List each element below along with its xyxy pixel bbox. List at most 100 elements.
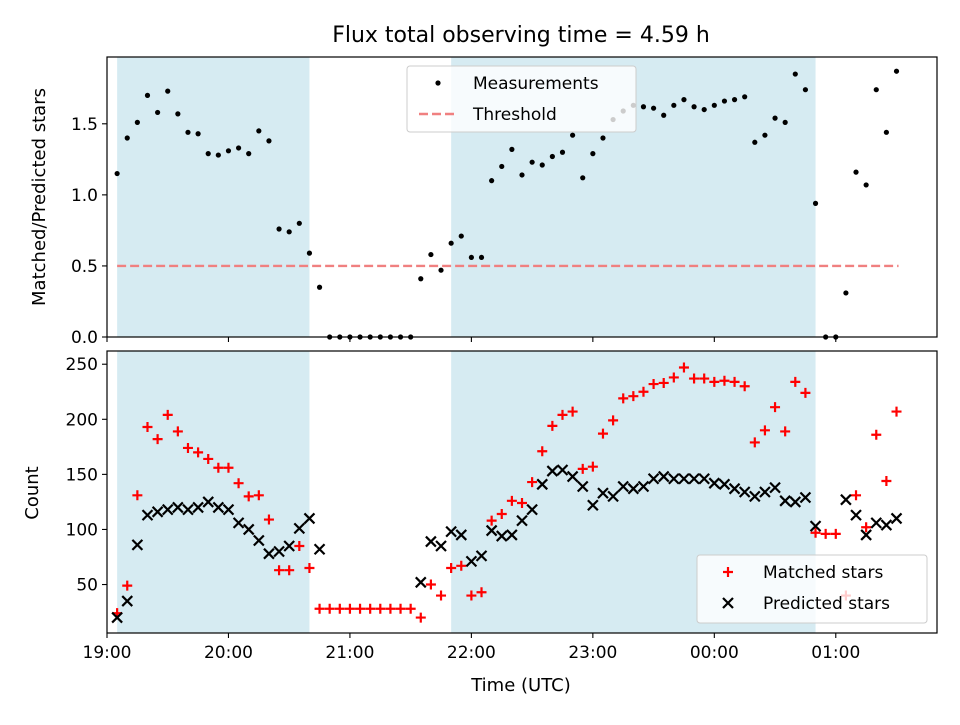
data-point <box>590 151 596 157</box>
data-point <box>496 509 507 520</box>
data-point <box>516 514 528 527</box>
data-point <box>486 515 497 526</box>
data-point <box>213 462 224 473</box>
data-point <box>628 391 639 402</box>
data-point <box>468 254 474 261</box>
data-point <box>355 603 366 614</box>
data-point <box>435 540 447 552</box>
data-point <box>448 240 454 246</box>
data-point <box>519 172 525 178</box>
data-point <box>142 422 153 433</box>
data-point <box>165 88 171 94</box>
data-point <box>225 148 232 154</box>
data-point <box>718 478 731 491</box>
shaded-interval <box>117 57 310 337</box>
data-point <box>557 409 568 420</box>
data-point <box>549 153 555 160</box>
data-point <box>222 503 235 516</box>
data-point <box>134 119 140 125</box>
bottom-x-axis-label: Time (UTC) <box>470 675 571 696</box>
data-point <box>256 128 262 134</box>
data-point <box>385 603 396 614</box>
data-point <box>779 495 791 507</box>
data-point <box>759 486 771 498</box>
data-point <box>172 501 184 514</box>
data-point <box>566 470 579 483</box>
data-point <box>266 138 272 144</box>
data-point <box>425 535 437 548</box>
data-point <box>719 375 730 386</box>
data-point <box>253 490 264 501</box>
data-point <box>334 603 345 614</box>
data-point <box>661 112 667 118</box>
data-point <box>638 386 649 397</box>
data-point <box>499 163 505 170</box>
data-point <box>650 105 657 111</box>
data-point <box>840 493 852 506</box>
data-point <box>365 603 376 614</box>
series-measurements <box>114 68 900 340</box>
data-point <box>124 135 130 141</box>
data-point <box>223 462 234 473</box>
data-point <box>418 276 424 282</box>
data-point <box>597 487 609 499</box>
data-point <box>458 233 464 239</box>
data-point <box>415 612 426 623</box>
data-point <box>738 486 751 498</box>
data-point <box>772 115 778 121</box>
series-matched-stars <box>112 362 902 623</box>
data-point <box>812 200 819 206</box>
data-point <box>790 376 801 387</box>
y-tick-label: 50 <box>76 576 98 596</box>
data-point <box>556 464 569 476</box>
x-tick-label: 19:00 <box>83 643 132 663</box>
data-point <box>640 104 647 110</box>
data-point <box>131 539 144 551</box>
data-point <box>465 555 478 568</box>
data-point <box>721 98 728 104</box>
y-tick-label: 100 <box>66 520 98 540</box>
data-point <box>205 151 211 157</box>
data-point <box>600 135 606 141</box>
data-point <box>689 373 700 384</box>
data-point <box>536 478 549 491</box>
data-point <box>313 543 326 556</box>
data-point <box>395 603 406 614</box>
legend-label: Measurements <box>473 74 599 94</box>
data-point <box>618 393 629 404</box>
data-point <box>742 94 748 100</box>
legend-marker <box>722 597 734 609</box>
data-point <box>731 97 738 103</box>
data-point <box>608 415 619 426</box>
y-tick-label: 1.0 <box>71 186 98 206</box>
data-point <box>274 565 285 576</box>
data-point <box>344 603 355 614</box>
data-point <box>485 524 498 537</box>
data-point <box>851 490 862 501</box>
data-point <box>769 481 781 494</box>
data-point <box>607 490 619 503</box>
data-point <box>114 170 120 177</box>
data-point <box>780 426 791 437</box>
data-point <box>455 529 468 541</box>
data-point <box>870 517 883 529</box>
data-point <box>891 406 902 417</box>
data-point <box>782 119 788 125</box>
data-point <box>537 446 548 457</box>
data-point <box>425 579 436 590</box>
data-point <box>890 512 903 525</box>
data-point <box>577 463 588 474</box>
data-point <box>802 87 809 93</box>
data-point <box>294 540 305 551</box>
data-point <box>235 145 242 151</box>
data-point <box>438 267 444 273</box>
data-point <box>587 461 598 472</box>
legend-label: Predicted stars <box>763 594 890 614</box>
data-point <box>789 496 802 508</box>
data-point <box>701 106 707 113</box>
data-point <box>122 580 133 591</box>
data-point <box>405 603 416 614</box>
legend-box <box>696 554 928 624</box>
plot-frame <box>106 350 938 634</box>
